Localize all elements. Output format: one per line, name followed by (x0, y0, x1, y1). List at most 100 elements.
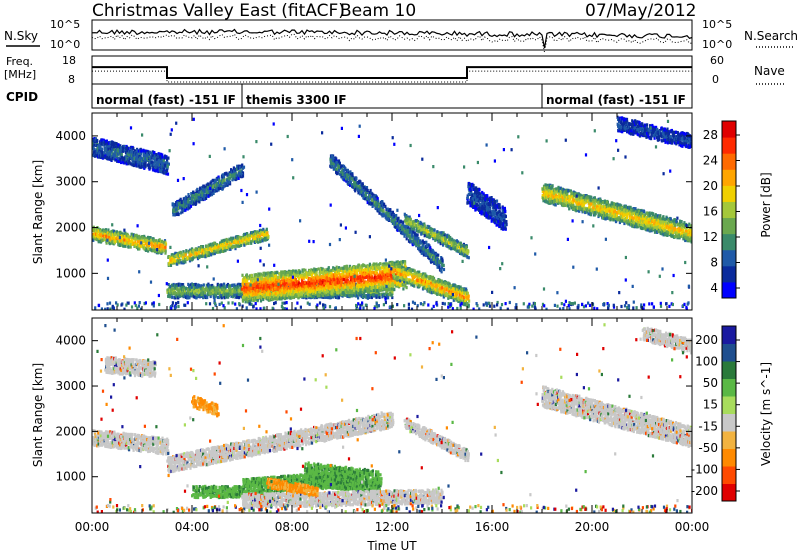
heatmap-cell (177, 283, 181, 287)
heatmap-cell (281, 286, 284, 291)
heatmap-cell (258, 283, 261, 287)
heatmap-cell (158, 167, 161, 171)
heatmap-cell (260, 229, 263, 233)
heatmap-cell (319, 270, 322, 274)
heatmap-cell (222, 248, 225, 252)
heatmap-cell (232, 174, 235, 178)
heatmap-cell (230, 168, 233, 172)
heatmap-cell (232, 244, 235, 248)
freq-panel-frame (91, 55, 693, 85)
heatmap-cell (177, 257, 180, 261)
heatmap-cell (170, 289, 173, 294)
heatmap-cell (172, 208, 175, 212)
heatmap-cell (192, 251, 195, 255)
heatmap-cell (309, 272, 312, 276)
heatmap-cell (274, 279, 277, 283)
heatmap-cell (132, 146, 135, 150)
heatmap-cell (181, 283, 184, 287)
heatmap-cell (222, 184, 225, 188)
heatmap-cell (268, 288, 271, 292)
heatmap-cell (113, 148, 116, 152)
heatmap-cell (205, 183, 208, 188)
heatmap-cell (212, 295, 215, 299)
heatmap-cell (243, 279, 247, 283)
heatmap-cell (122, 161, 125, 165)
nave-tick-top: 60 (710, 54, 724, 67)
heatmap-cell (133, 153, 136, 157)
heatmap-cell (190, 247, 194, 251)
heatmap-cell (357, 293, 360, 297)
heatmap-cell (330, 268, 333, 272)
heatmap-cell (237, 164, 240, 168)
heatmap-cell (295, 288, 298, 292)
heatmap-cell (152, 163, 155, 167)
heatmap-cell (236, 244, 239, 248)
heatmap-cell (159, 156, 163, 160)
heatmap-cell (101, 150, 104, 154)
heatmap-cell (141, 235, 144, 239)
heatmap-cell (270, 287, 273, 291)
cpid-segment-label: normal (fast) -151 IF (96, 93, 236, 107)
heatmap-cell (179, 251, 183, 255)
heatmap-cell (223, 282, 226, 286)
heatmap-cell (375, 291, 378, 295)
heatmap-cell (223, 246, 226, 250)
heatmap-cell (265, 237, 268, 241)
heatmap-cell (136, 242, 139, 246)
heatmap-cell (157, 245, 160, 249)
heatmap-cell (107, 157, 110, 161)
heatmap-cell (154, 166, 157, 170)
heatmap-cell (256, 292, 259, 297)
heatmap-cell (299, 290, 302, 294)
heatmap-cell (117, 232, 120, 236)
heatmap-cell (188, 296, 191, 300)
heatmap-cell (262, 227, 265, 231)
heatmap-cell (355, 294, 359, 298)
heatmap-cell (331, 274, 334, 278)
heatmap-cell (294, 291, 297, 295)
heatmap-cell (290, 269, 293, 274)
heatmap-cell (196, 187, 199, 191)
heatmap-cell (269, 276, 272, 280)
heatmap-cell (283, 270, 287, 274)
heatmap-cell (281, 277, 285, 281)
heatmap-cell (266, 233, 269, 238)
heatmap-cell (331, 281, 334, 285)
heatmap-cell (126, 149, 129, 153)
heatmap-cell (216, 248, 219, 252)
heatmap-cell (99, 229, 102, 234)
freq-unit-label: [MHz] (4, 68, 36, 81)
heatmap-cell (176, 262, 179, 266)
heatmap-cell (129, 150, 133, 154)
heatmap-cell (151, 150, 154, 154)
heatmap-cell (157, 157, 160, 161)
heatmap-cell (200, 290, 203, 294)
heatmap-cell (152, 168, 155, 172)
freq-tick-bottom: 8 (68, 73, 75, 86)
heatmap-cell (150, 152, 153, 156)
heatmap-cell (113, 157, 116, 161)
heatmap-cell (180, 254, 183, 258)
heatmap-cell (245, 275, 248, 279)
heatmap-cell (370, 290, 373, 294)
heatmap-cell (213, 249, 216, 253)
heatmap-cell (122, 244, 125, 248)
heatmap-cell (209, 193, 212, 197)
nsky-trace (91, 28, 693, 49)
heatmap-cell (194, 286, 197, 290)
heatmap-cell (177, 296, 180, 300)
heatmap-cell (113, 235, 116, 239)
heatmap-cell (120, 236, 123, 240)
heatmap-cell (102, 231, 105, 235)
heatmap-cell (154, 245, 157, 249)
heatmap-cell (174, 284, 177, 288)
heatmap-cell (228, 239, 231, 243)
heatmap-cell (285, 280, 288, 284)
heatmap-cell (202, 245, 205, 249)
heatmap-cell (203, 189, 206, 193)
heatmap-cell (158, 169, 161, 173)
heatmap-cell (131, 163, 134, 167)
heatmap-cell (278, 281, 281, 285)
heatmap-cell (297, 270, 300, 274)
heatmap-cell (387, 296, 390, 300)
